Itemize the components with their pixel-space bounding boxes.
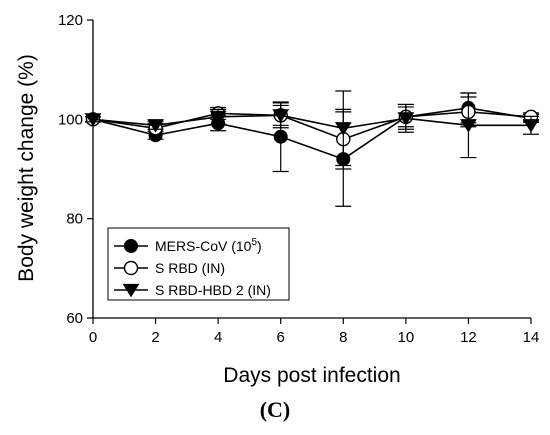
legend-marker (123, 260, 139, 276)
series-line (92, 114, 531, 130)
y-tick-label: 60 (66, 310, 83, 327)
series-line (92, 111, 532, 141)
x-tick-label: 12 (460, 329, 477, 346)
y-axis-title: Body weight change (%) (15, 54, 38, 282)
y-tick-label: 80 (66, 211, 83, 228)
x-tick-label: 10 (398, 329, 415, 346)
y-tick-label: 100 (58, 111, 83, 128)
legend-label: S RBD (IN) (155, 260, 225, 276)
series-layer (84, 90, 540, 207)
x-tick-label: 2 (151, 329, 159, 346)
legend-entry-2: S RBD (IN) (114, 260, 225, 276)
x-tick-label: 8 (339, 329, 347, 346)
data-point (397, 112, 415, 126)
data-point (272, 109, 290, 123)
data-point (460, 119, 477, 133)
data-point (334, 122, 352, 136)
y-tick-label: 120 (58, 12, 83, 29)
series-3 (84, 90, 540, 167)
data-point (84, 113, 102, 127)
x-tick-label: 6 (277, 329, 285, 346)
data-point (522, 119, 540, 133)
legend-entry-1: MERS-CoV (105) (114, 237, 262, 254)
data-point (147, 119, 164, 133)
data-point (209, 110, 227, 125)
legend-entry-3: S RBD-HBD 2 (IN) (114, 282, 271, 298)
x-axis-ticks: 0 2 4 6 8 10 12 14 (89, 318, 540, 346)
x-axis-title: Days post infection (223, 364, 400, 387)
y-axis-ticks: 60 80 100 120 (58, 12, 93, 327)
legend-marker (122, 283, 140, 298)
legend-label: MERS-CoV (105) (155, 237, 262, 254)
panel-label: (C) (260, 397, 291, 422)
series-2 (85, 96, 539, 170)
x-tick-label: 4 (214, 329, 222, 346)
chart-axes (92, 20, 531, 319)
legend-label: S RBD-HBD 2 (IN) (155, 282, 271, 298)
legend-box (107, 227, 290, 301)
legend: MERS-CoV (105) S RBD (IN) S RBD-HBD 2 (IN) (107, 227, 290, 301)
legend-marker (124, 239, 138, 253)
x-tick-label: 0 (89, 329, 97, 346)
data-point (273, 129, 288, 144)
series-line (92, 107, 532, 160)
x-tick-label: 14 (523, 329, 540, 346)
